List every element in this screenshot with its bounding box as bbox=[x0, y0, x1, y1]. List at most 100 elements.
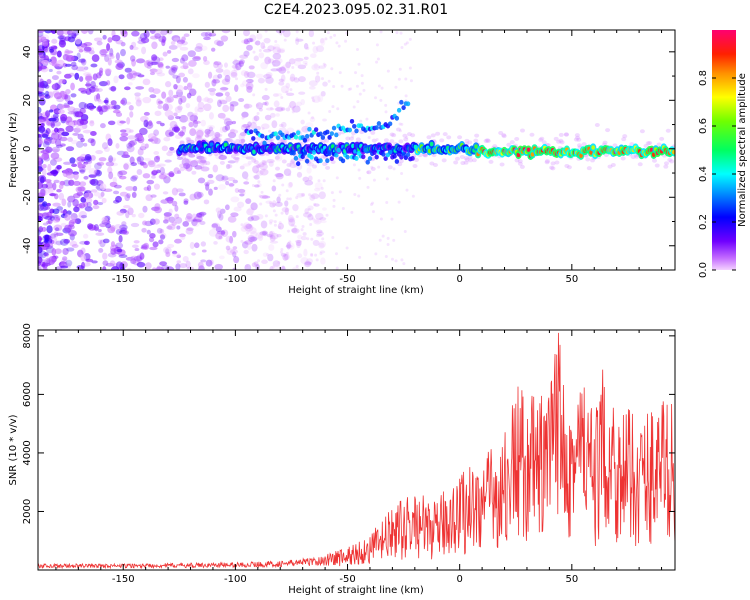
heatmap-cell bbox=[225, 180, 230, 186]
heatmap-cell bbox=[176, 260, 181, 264]
heatmap-cell bbox=[313, 202, 317, 206]
heatmap-cell bbox=[111, 105, 117, 110]
heatmap-cell bbox=[268, 129, 272, 133]
heatmap-cell bbox=[46, 225, 53, 234]
heatmap-cell bbox=[138, 135, 144, 141]
heatmap-cell bbox=[185, 102, 191, 109]
heatmap-cell bbox=[273, 220, 277, 224]
heatmap-cell bbox=[300, 235, 307, 241]
heatmap-cell bbox=[55, 82, 62, 89]
heatmap-cell bbox=[199, 220, 206, 226]
heatmap-cell bbox=[202, 97, 210, 102]
heatmap-cell bbox=[308, 80, 318, 87]
heatmap-cell bbox=[227, 215, 237, 223]
heatmap-cell bbox=[75, 157, 85, 164]
heatmap-cell bbox=[181, 54, 189, 62]
heatmap-cell bbox=[329, 35, 333, 39]
heatmap-cell bbox=[107, 104, 114, 110]
heatmap-cell bbox=[329, 131, 335, 136]
heatmap-cell bbox=[558, 138, 564, 143]
heatmap-cell bbox=[264, 30, 268, 33]
heatmap-cell bbox=[323, 63, 327, 67]
heatmap-cell bbox=[253, 55, 259, 62]
heatmap-cell bbox=[83, 161, 89, 165]
heatmap-cell bbox=[52, 182, 57, 191]
heatmap-cell bbox=[38, 261, 42, 269]
heatmap-cell bbox=[131, 191, 137, 198]
heatmap-cell bbox=[133, 255, 142, 262]
heatmap-cell bbox=[541, 140, 547, 145]
heatmap-cell bbox=[199, 45, 208, 51]
heatmap-cell bbox=[139, 32, 148, 41]
heatmap-cell bbox=[589, 150, 593, 155]
heatmap-cell bbox=[108, 155, 114, 163]
heatmap-y-tick-label: 20 bbox=[22, 94, 33, 107]
heatmap-cell bbox=[278, 225, 282, 229]
heatmap-cell bbox=[538, 137, 544, 142]
heatmap-cell bbox=[126, 145, 135, 153]
heatmap-cell bbox=[124, 127, 132, 134]
heatmap-cell bbox=[566, 165, 572, 170]
heatmap-cell bbox=[73, 127, 81, 133]
heatmap-cell bbox=[132, 185, 138, 192]
heatmap-cell bbox=[124, 86, 131, 91]
heatmap-cell bbox=[279, 32, 283, 36]
heatmap-cell bbox=[395, 31, 399, 35]
heatmap-cell bbox=[50, 121, 55, 128]
heatmap-cell bbox=[186, 227, 194, 232]
heatmap-cell bbox=[102, 252, 108, 260]
heatmap-cell bbox=[149, 30, 156, 34]
heatmap-cell bbox=[130, 258, 137, 265]
heatmap-cell bbox=[251, 243, 258, 252]
heatmap-cell bbox=[252, 116, 258, 124]
heatmap-cell bbox=[233, 65, 239, 72]
heatmap-cell bbox=[310, 53, 317, 59]
heatmap-cell bbox=[131, 174, 139, 180]
heatmap-cell bbox=[103, 188, 113, 193]
heatmap-cell bbox=[221, 175, 229, 181]
heatmap-cell bbox=[162, 51, 168, 57]
heatmap-cell bbox=[125, 101, 132, 105]
heatmap-cell bbox=[295, 196, 299, 200]
heatmap-cell bbox=[154, 30, 162, 38]
heatmap-cell bbox=[308, 193, 312, 197]
heatmap-cell bbox=[222, 126, 228, 133]
heatmap-cell bbox=[48, 255, 57, 263]
heatmap-cell bbox=[607, 164, 613, 169]
heatmap-cell bbox=[287, 229, 291, 233]
heatmap-cell bbox=[332, 204, 336, 208]
heatmap-cell bbox=[394, 259, 398, 263]
heatmap-cell bbox=[322, 81, 328, 87]
heatmap-cell bbox=[219, 100, 228, 105]
heatmap-cell bbox=[225, 120, 234, 126]
heatmap-cell bbox=[71, 32, 77, 39]
heatmap-cell bbox=[111, 34, 121, 42]
heatmap-cell bbox=[357, 62, 361, 66]
heatmap-cell bbox=[232, 246, 238, 250]
heatmap-cell bbox=[256, 183, 262, 188]
heatmap-cell bbox=[85, 87, 92, 95]
heatmap-cell bbox=[213, 60, 219, 69]
heatmap-cell bbox=[318, 191, 326, 200]
heatmap-cell bbox=[404, 94, 408, 98]
heatmap-cell bbox=[320, 220, 327, 224]
heatmap-cell bbox=[167, 243, 175, 249]
heatmap-cell bbox=[38, 260, 42, 267]
heatmap-cell bbox=[52, 148, 59, 153]
heatmap-cell bbox=[255, 73, 264, 79]
heatmap-cell bbox=[61, 131, 70, 137]
heatmap-cell bbox=[127, 207, 134, 216]
heatmap-cell bbox=[93, 37, 103, 42]
heatmap-cell bbox=[228, 183, 235, 187]
heatmap-cell bbox=[310, 252, 314, 256]
heatmap-cell bbox=[41, 133, 49, 139]
heatmap-cell bbox=[74, 121, 80, 128]
heatmap-cell bbox=[371, 210, 375, 214]
heatmap-cell bbox=[255, 102, 264, 110]
heatmap-cell bbox=[195, 42, 203, 50]
colorbar-tick-label: 0.4 bbox=[698, 166, 709, 182]
heatmap-cell bbox=[253, 160, 259, 165]
heatmap-cell bbox=[312, 41, 316, 45]
heatmap-cell bbox=[283, 38, 287, 42]
heatmap-cell bbox=[130, 256, 136, 263]
